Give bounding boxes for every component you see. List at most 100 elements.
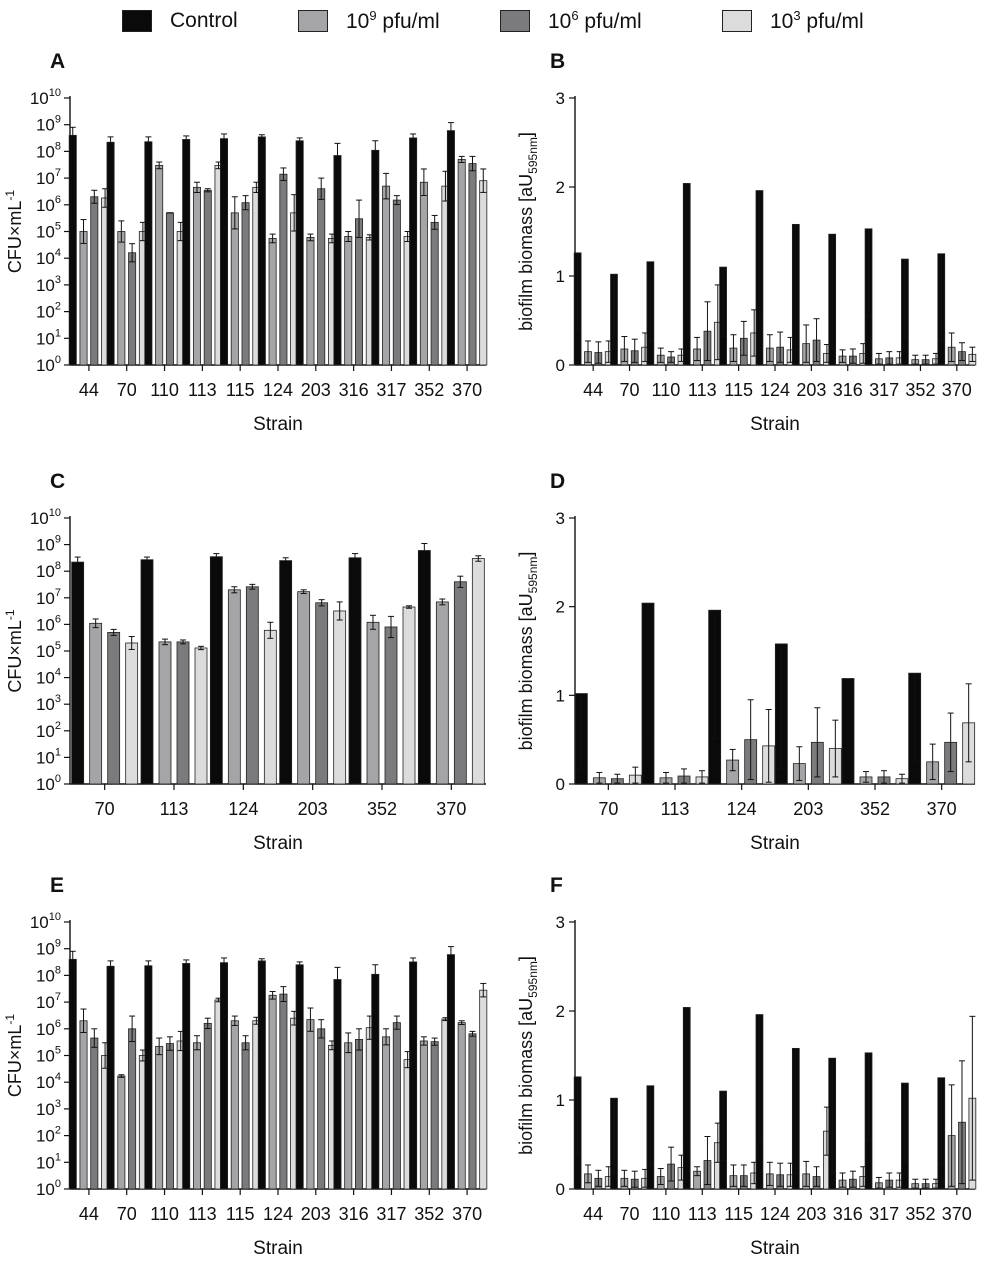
y-tick-label: 104 (36, 1071, 61, 1092)
y-tick-label: 3 (556, 89, 565, 108)
legend-label-control: Control (170, 9, 238, 32)
bar-a-70-s0 (106, 141, 115, 366)
x-tick-label: 70 (598, 799, 618, 819)
bar-e-113-s2 (203, 1022, 212, 1190)
y-tick-label: 107 (36, 587, 61, 608)
x-tick-label: 203 (298, 799, 328, 819)
bar-e-110-s0 (144, 965, 153, 1190)
x-tick-label: 203 (793, 799, 823, 819)
x-axis-label: Strain (253, 833, 303, 854)
x-tick-label: 370 (452, 1204, 482, 1224)
y-tick-label: 108 (36, 140, 61, 161)
bar-e-115-s0 (220, 962, 229, 1190)
bar-a-352-s0 (409, 137, 418, 366)
bar-a-316-s0 (333, 155, 342, 366)
bar-c-370-s2 (453, 581, 467, 785)
bar-a-113-s2 (203, 189, 212, 366)
legend-swatch-1e9 (298, 10, 328, 32)
y-tick-label: 1010 (30, 507, 61, 528)
y-tick-label: 106 (36, 613, 61, 634)
bar-e-317-s1 (382, 1036, 391, 1190)
bar-e-352-s1 (419, 1040, 428, 1190)
x-tick-label: 113 (160, 799, 189, 819)
panel-letter: E (50, 874, 64, 897)
y-tick-label: 105 (36, 640, 61, 661)
y-tick-label: 104 (36, 247, 61, 268)
y-tick-label: 105 (36, 1045, 61, 1066)
y-tick-label: 1010 (30, 87, 61, 108)
x-tick-label: 370 (927, 799, 957, 819)
bar-c-352-s2 (384, 626, 398, 785)
bar-e-203-s0 (295, 964, 304, 1190)
y-tick-label: 1 (556, 267, 565, 286)
legend-swatch-1e6 (500, 10, 530, 32)
x-tick-label: 70 (117, 1204, 137, 1224)
y-tick-label: 0 (556, 1180, 565, 1199)
x-tick-label: 370 (436, 799, 466, 819)
bar-e-124-s0 (257, 960, 266, 1190)
y-tick-label: 109 (36, 938, 61, 959)
bar-e-317-s2 (392, 1022, 401, 1190)
y-tick-label: 1 (556, 1091, 565, 1110)
y-tick-label: 104 (36, 667, 61, 688)
bar-e-370-s3 (479, 989, 488, 1190)
legend-item-1e3: 103 pfu/ml (722, 8, 864, 34)
y-tick-label: 106 (36, 1018, 61, 1039)
x-tick-label: 44 (583, 1204, 603, 1224)
panel-letter: C (50, 470, 65, 493)
y-tick-label: 107 (36, 991, 61, 1012)
y-tick-label: 102 (36, 720, 61, 741)
bar-a-70-s2 (128, 252, 137, 366)
bar-e-203-s2 (317, 1028, 326, 1190)
bar-e-70-s1 (117, 1075, 126, 1190)
x-tick-label: 203 (301, 1204, 331, 1224)
bar-c-352-s0 (348, 557, 362, 785)
chart-panel-e: E 100 101 102 103 104 105 106 107 108 109 1010 CFU×m… (3, 874, 488, 1259)
y-tick-label: 107 (36, 167, 61, 188)
y-tick-label: 101 (36, 746, 61, 767)
x-axis-label: Strain (253, 1238, 303, 1259)
x-tick-label: 317 (869, 1204, 899, 1224)
bar-e-124-s2 (279, 993, 288, 1190)
bar-c-352-s1 (366, 621, 380, 785)
x-tick-label: 113 (188, 1204, 217, 1224)
x-axis-label: Strain (750, 1238, 800, 1259)
x-tick-label: 352 (905, 1204, 935, 1224)
x-tick-label: 352 (414, 1204, 444, 1224)
x-tick-label: 203 (796, 1204, 826, 1224)
y-tick-label: 103 (36, 1098, 61, 1119)
x-tick-label: 70 (620, 1204, 640, 1224)
x-tick-label: 352 (860, 799, 890, 819)
y-axis-label: biofilm biomass [aU595nm] (516, 132, 540, 331)
bar-c-352-s3 (402, 606, 416, 785)
bar-a-203-s1 (306, 237, 315, 366)
bar-a-113-s0 (182, 139, 191, 366)
legend-item-1e9: 109 pfu/ml (298, 8, 440, 34)
x-tick-label: 44 (79, 1204, 99, 1224)
bar-e-370-s0 (446, 954, 455, 1190)
y-tick-label: 101 (36, 1151, 61, 1172)
x-tick-label: 124 (263, 380, 293, 400)
bar-a-124-s1 (268, 238, 277, 366)
bar-a-203-s2 (317, 188, 326, 366)
y-tick-label: 2 (556, 598, 565, 617)
bar-c-70-s3 (125, 642, 139, 785)
bar-a-317-s2 (392, 199, 401, 366)
y-tick-label: 100 (36, 1178, 61, 1199)
x-tick-label: 115 (226, 380, 255, 400)
bar-e-316-s0 (333, 979, 342, 1190)
bar-c-370-s1 (435, 601, 449, 785)
x-tick-label: 316 (833, 380, 863, 400)
bar-e-316-s1 (344, 1042, 353, 1190)
bar-a-316-s1 (344, 236, 353, 366)
bar-e-352-s0 (409, 961, 418, 1190)
bar-e-115-s1 (230, 1020, 239, 1190)
bar-e-316-s2 (355, 1039, 364, 1190)
bar-c-203-s0 (279, 560, 293, 785)
legend-label-1e9: 109 pfu/ml (346, 8, 440, 33)
x-tick-label: 352 (414, 380, 444, 400)
x-tick-label: 110 (150, 380, 179, 400)
x-tick-label: 110 (150, 1204, 179, 1224)
chart-panel-b: B 0 1 2 3 biofilm biomass [aU595nm] 44 70 110 113… (516, 50, 977, 435)
